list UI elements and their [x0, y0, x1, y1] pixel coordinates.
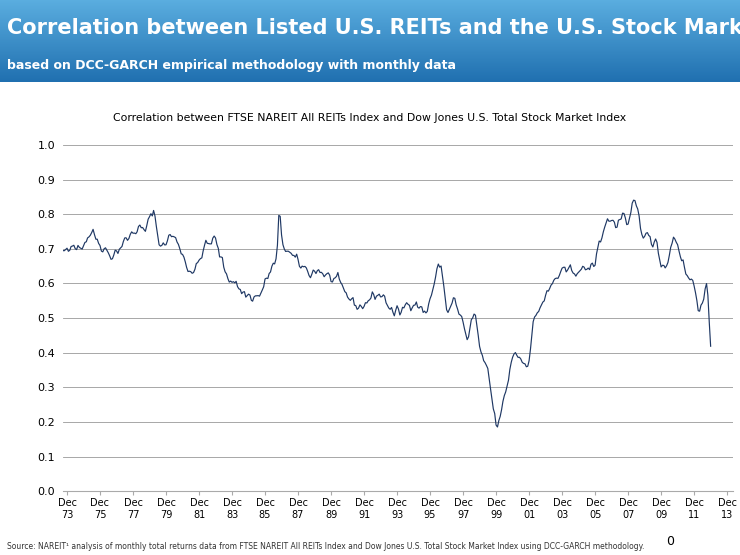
- Text: Source: NAREIT¹ analysis of monthly total returns data from FTSE NAREIT All REIT: Source: NAREIT¹ analysis of monthly tota…: [7, 542, 645, 551]
- Text: Correlation between Listed U.S. REITs and the U.S. Stock Market: Correlation between Listed U.S. REITs an…: [7, 18, 740, 38]
- Text: based on DCC-GARCH empirical methodology with monthly data: based on DCC-GARCH empirical methodology…: [7, 59, 457, 72]
- Text: 0: 0: [666, 536, 674, 548]
- Text: Correlation between FTSE NAREIT All REITs Index and Dow Jones U.S. Total Stock M: Correlation between FTSE NAREIT All REIT…: [113, 113, 627, 123]
